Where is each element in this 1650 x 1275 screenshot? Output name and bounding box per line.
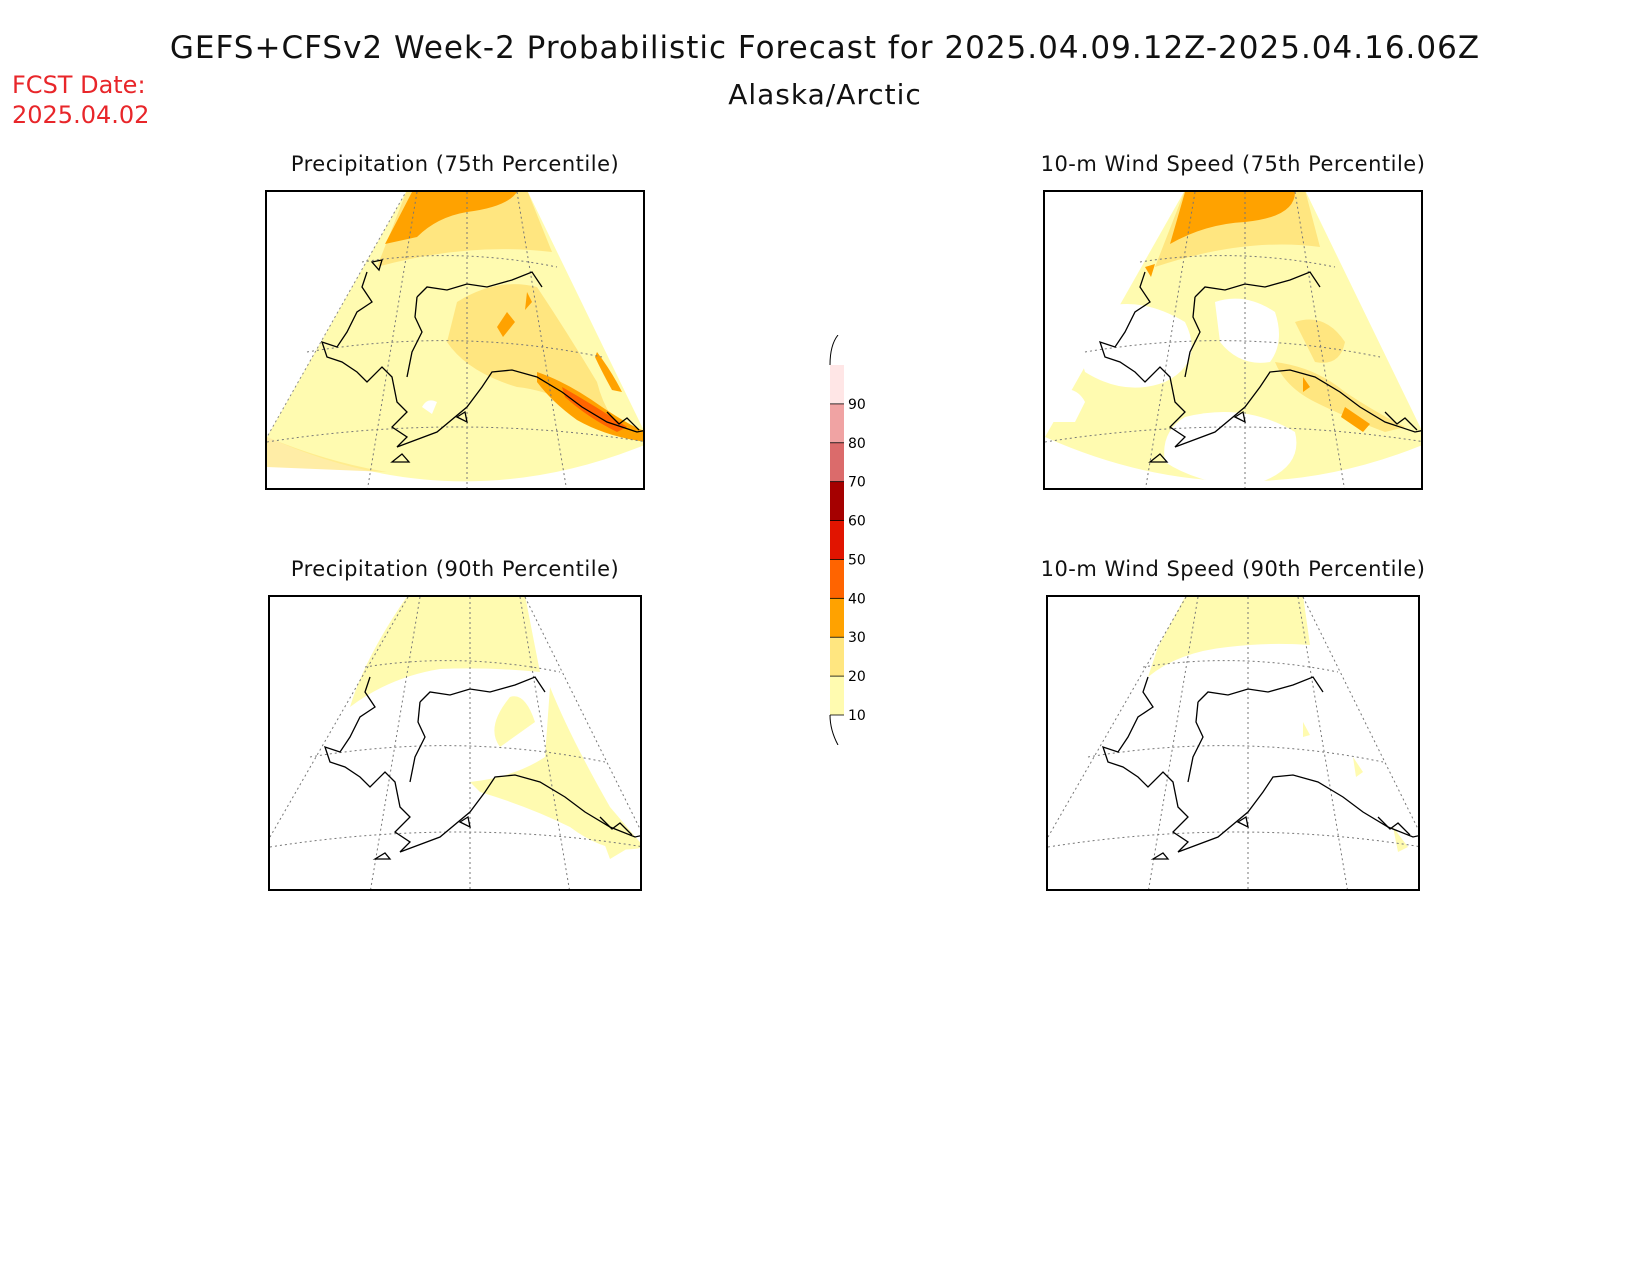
colorbar-swatch [830, 676, 844, 715]
main-title: GEFS+CFSv2 Week-2 Probabilistic Forecast… [169, 30, 1481, 66]
fcst-date-value: 2025.04.02 [12, 101, 150, 129]
colorbar-bottom-arrow [829, 714, 839, 745]
panel-title-precip-75: Precipitation (75th Percentile) [290, 152, 620, 176]
colorbar-swatch [830, 442, 844, 482]
colorbar-tick-label: 30 [848, 630, 866, 646]
colorbar-top-arrow [829, 335, 839, 366]
colorbar-tick-label: 50 [848, 552, 866, 568]
colorbar-swatch [830, 598, 844, 638]
colorbar-tick-label: 10 [848, 708, 866, 724]
colorbar-tick-label: 70 [848, 475, 866, 491]
colorbar-swatch [830, 637, 844, 677]
colorbar-swatch [830, 481, 844, 521]
colorbar-legend: 10 20 30 40 50 60 70 80 90 [829, 335, 866, 745]
map-wind-75 [1043, 190, 1423, 490]
colorbar-swatch [830, 559, 844, 599]
map-precip-75-svg [267, 192, 643, 488]
colorbar-ticks [830, 403, 844, 716]
colorbar-swatch [830, 403, 844, 443]
panel-title-wind-75: 10-m Wind Speed (75th Percentile) [1040, 152, 1426, 176]
colorbar-tick-label: 80 [848, 436, 866, 452]
panel-title-wind-90: 10-m Wind Speed (90th Percentile) [1040, 557, 1426, 581]
colorbar-tick-label: 60 [848, 514, 866, 530]
map-precip-90-svg [270, 597, 640, 889]
map-precip-90 [268, 595, 642, 891]
map-precip-75 [265, 190, 645, 490]
colorbar-tick-label: 90 [848, 397, 866, 413]
colorbar-swatches [830, 365, 844, 715]
map-wind-90-svg [1048, 597, 1418, 889]
map-wind-90 [1046, 595, 1420, 891]
panel-title-precip-90: Precipitation (90th Percentile) [290, 557, 620, 581]
colorbar-tick-label: 20 [848, 669, 866, 685]
forecast-date-label: FCST Date: 2025.04.02 [12, 70, 149, 130]
colorbar-labels: 10 20 30 40 50 60 70 80 90 [848, 397, 866, 724]
fcst-date-caption: FCST Date: [12, 71, 146, 99]
colorbar-tick-label: 40 [848, 591, 866, 607]
map-wind-75-svg [1045, 192, 1421, 488]
colorbar-swatch [830, 520, 844, 560]
region-subtitle: Alaska/Arctic [728, 78, 922, 111]
colorbar-swatch [830, 365, 844, 404]
